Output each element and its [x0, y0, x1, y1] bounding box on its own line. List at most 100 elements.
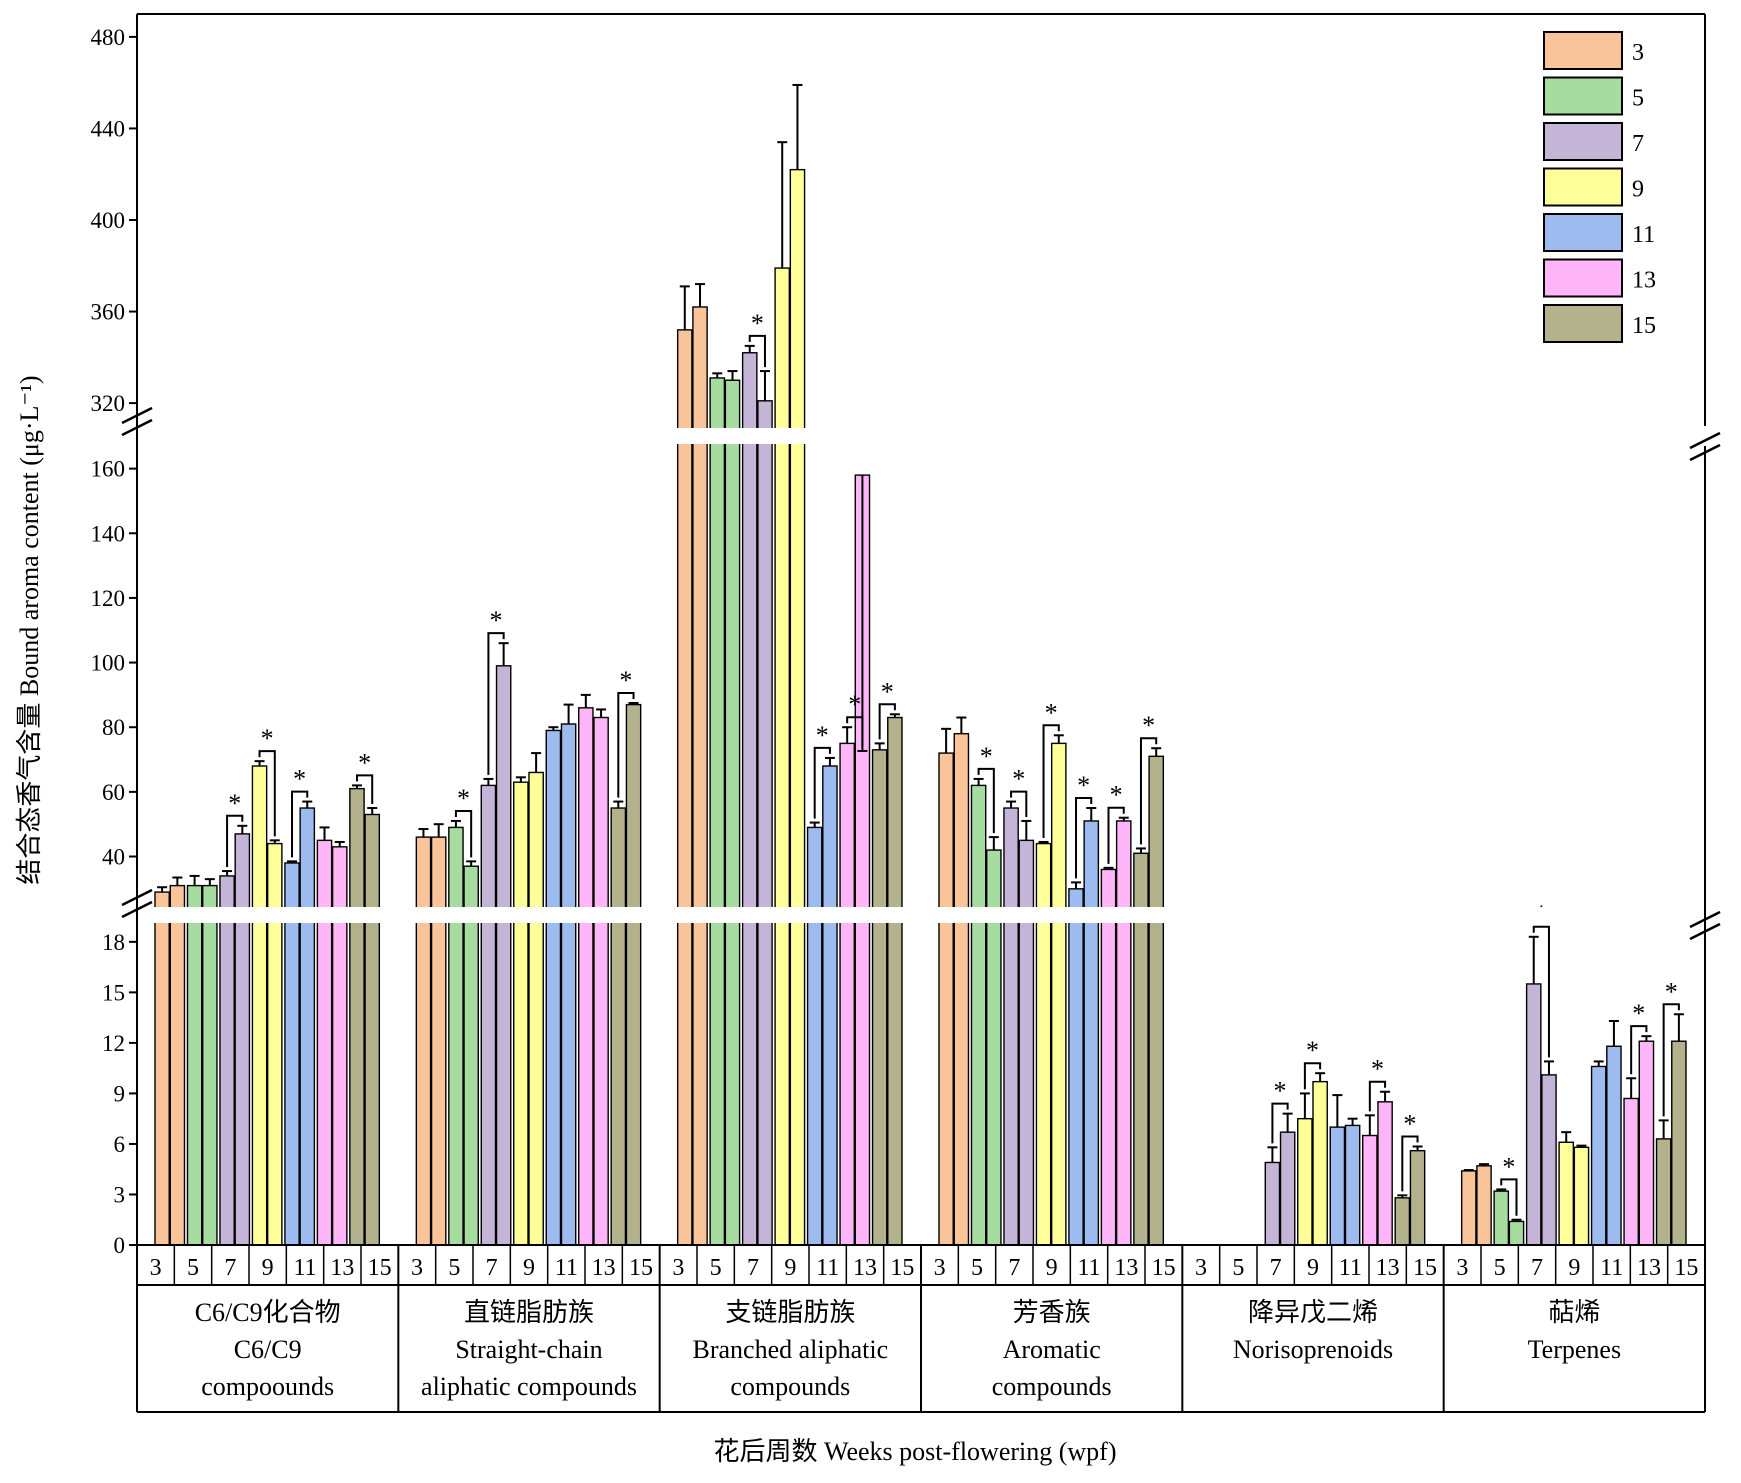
week-label: 13 — [1637, 1255, 1661, 1281]
significance-bracket — [1303, 1062, 1322, 1090]
week-label: 15 — [629, 1255, 653, 1281]
bar — [1362, 1134, 1378, 1246]
significance-bracket — [1368, 1080, 1387, 1112]
bar — [593, 716, 609, 1246]
week-label: 9 — [1046, 1255, 1058, 1281]
bar — [1279, 1131, 1296, 1246]
significance-bracket — [1271, 1102, 1289, 1144]
bar — [1558, 1141, 1575, 1246]
y-tick-label: 18 — [102, 930, 125, 955]
bar — [1264, 1161, 1281, 1246]
week-label: 5 — [187, 1255, 199, 1281]
legend-swatch — [1543, 167, 1623, 207]
significance-star: * — [1306, 1036, 1319, 1065]
significance-bracket — [226, 814, 244, 868]
legend-label: 15 — [1632, 313, 1656, 339]
week-label: 15 — [368, 1255, 392, 1281]
y-tick-label: 400 — [91, 208, 126, 233]
y-tick-label: 40 — [102, 845, 125, 870]
bar — [610, 807, 627, 1246]
category-label-en: Aromatic — [1003, 1335, 1101, 1364]
significance-bracket — [355, 774, 374, 805]
significance-bracket — [813, 746, 831, 819]
significance-star: * — [261, 724, 274, 753]
axis-break-mark — [1689, 431, 1721, 450]
bar — [1344, 1124, 1361, 1246]
axis-break-mark — [121, 406, 153, 425]
week-label: 9 — [523, 1255, 535, 1281]
y-axis-title: 结合态香气含量 Bound aroma content (μg·L⁻¹) — [15, 375, 44, 884]
x-axis-title: 花后周数 Weeks post-flowering (wpf) — [714, 1437, 1117, 1466]
bar — [251, 765, 268, 1246]
week-label: 5 — [971, 1255, 983, 1281]
significance-star: * — [1403, 1109, 1416, 1138]
week-label: 15 — [890, 1255, 914, 1281]
bar — [1394, 1197, 1411, 1246]
bar — [938, 752, 954, 1246]
bar — [202, 884, 218, 1246]
week-label: 11 — [293, 1255, 316, 1281]
bar — [692, 306, 708, 1246]
bar — [513, 781, 529, 1246]
bar — [1508, 1220, 1525, 1246]
week-label: 3 — [411, 1255, 423, 1281]
bar — [1460, 1170, 1477, 1246]
bar — [169, 884, 186, 1246]
week-label: 7 — [1270, 1255, 1282, 1281]
significance-star: * — [1110, 781, 1123, 810]
legend-label: 5 — [1632, 86, 1644, 112]
axis-break-mark — [121, 418, 153, 437]
bar — [1525, 983, 1542, 1246]
significance-bracket — [1500, 1178, 1518, 1216]
y-tick-label: 140 — [91, 521, 126, 546]
week-label: 9 — [784, 1255, 796, 1281]
significance-bracket — [1532, 925, 1550, 1058]
legend-label: 3 — [1632, 40, 1644, 66]
bar — [186, 884, 203, 1246]
bar — [1623, 1097, 1639, 1246]
week-label: 15 — [1674, 1255, 1698, 1281]
bar — [822, 765, 838, 1246]
week-label: 7 — [1008, 1255, 1020, 1281]
bar — [757, 400, 773, 1246]
legend-swatch — [1543, 76, 1623, 116]
bar — [528, 771, 544, 1246]
bar — [625, 703, 642, 1246]
significance-bracket — [1630, 1025, 1648, 1075]
week-label: 13 — [1114, 1255, 1138, 1281]
legend-swatch — [1543, 258, 1623, 298]
axis-break-gap-lower — [125, 907, 1733, 923]
significance-bracket — [291, 790, 309, 858]
week-label: 5 — [448, 1255, 460, 1281]
week-label: 11 — [1600, 1255, 1623, 1281]
significance-star: * — [1371, 1055, 1384, 1084]
y-tick-label: 6 — [114, 1132, 126, 1157]
week-label: 13 — [330, 1255, 354, 1281]
legend: 3 5 7 9 11 13 15 — [1543, 31, 1656, 343]
y-tick-label: 120 — [91, 586, 126, 611]
bar — [1297, 1117, 1313, 1246]
bar — [1068, 888, 1084, 1246]
bar — [331, 846, 348, 1246]
bar — [578, 707, 594, 1246]
bar — [1148, 755, 1165, 1246]
significance-star: * — [619, 666, 632, 695]
bar — [1655, 1138, 1672, 1246]
category-label-en: Straight-chain — [455, 1335, 602, 1364]
significance-star: * — [1077, 771, 1090, 800]
significance-star: * — [816, 721, 829, 750]
bar — [495, 665, 512, 1246]
category-label-zh: 降异戊二烯 — [1248, 1298, 1378, 1327]
bar — [1050, 742, 1067, 1246]
category-label-zh: 芳香族 — [1013, 1298, 1091, 1327]
significance-star: * — [457, 784, 470, 813]
legend-label: 7 — [1632, 131, 1644, 157]
axis-break-mark — [121, 900, 153, 919]
significance-star: * — [293, 765, 306, 794]
axis-break-mark — [1689, 443, 1721, 462]
bar — [1606, 1045, 1622, 1246]
week-label: 11 — [816, 1255, 839, 1281]
axis-break-mark — [1689, 922, 1721, 941]
